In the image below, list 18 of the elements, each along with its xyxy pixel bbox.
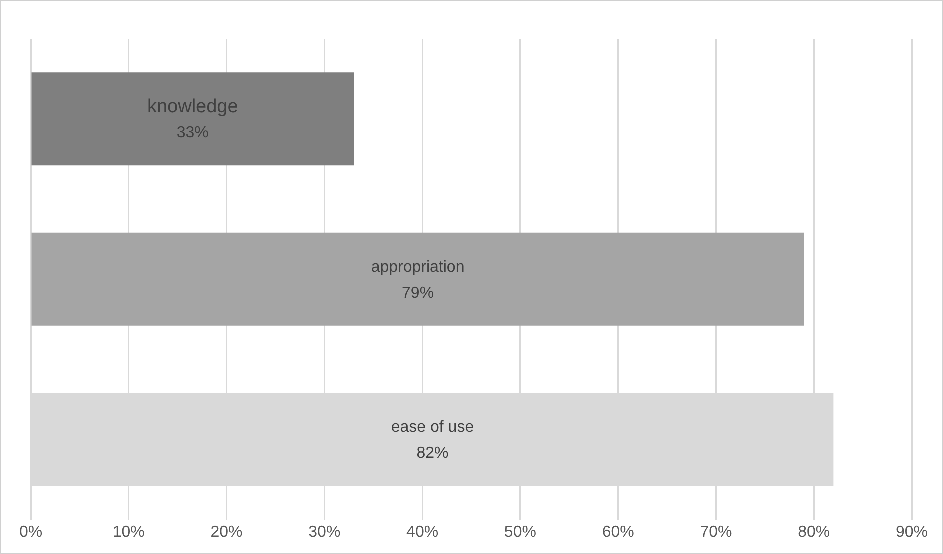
x-tick-label: 0% <box>19 524 43 541</box>
x-tick-label: 20% <box>210 524 243 541</box>
x-tick-label: 90% <box>896 524 928 541</box>
x-tick-label: 40% <box>406 524 439 541</box>
x-tick-label: 70% <box>700 524 732 541</box>
bar <box>32 232 804 326</box>
x-tick-label: 80% <box>798 524 830 541</box>
bar <box>32 72 354 166</box>
data-label: 82% <box>416 445 449 462</box>
x-tick-label: 60% <box>602 524 634 541</box>
data-label: 33% <box>176 124 209 142</box>
data-label: 79% <box>402 284 434 302</box>
y-tick-label: ease of use <box>391 419 474 436</box>
y-tick-label: knowledge <box>147 96 238 118</box>
x-tick-label: 30% <box>308 524 341 541</box>
x-tick-label: 50% <box>504 524 536 541</box>
y-tick-label: appropriation <box>371 258 465 276</box>
x-tick-label: 10% <box>112 524 145 541</box>
